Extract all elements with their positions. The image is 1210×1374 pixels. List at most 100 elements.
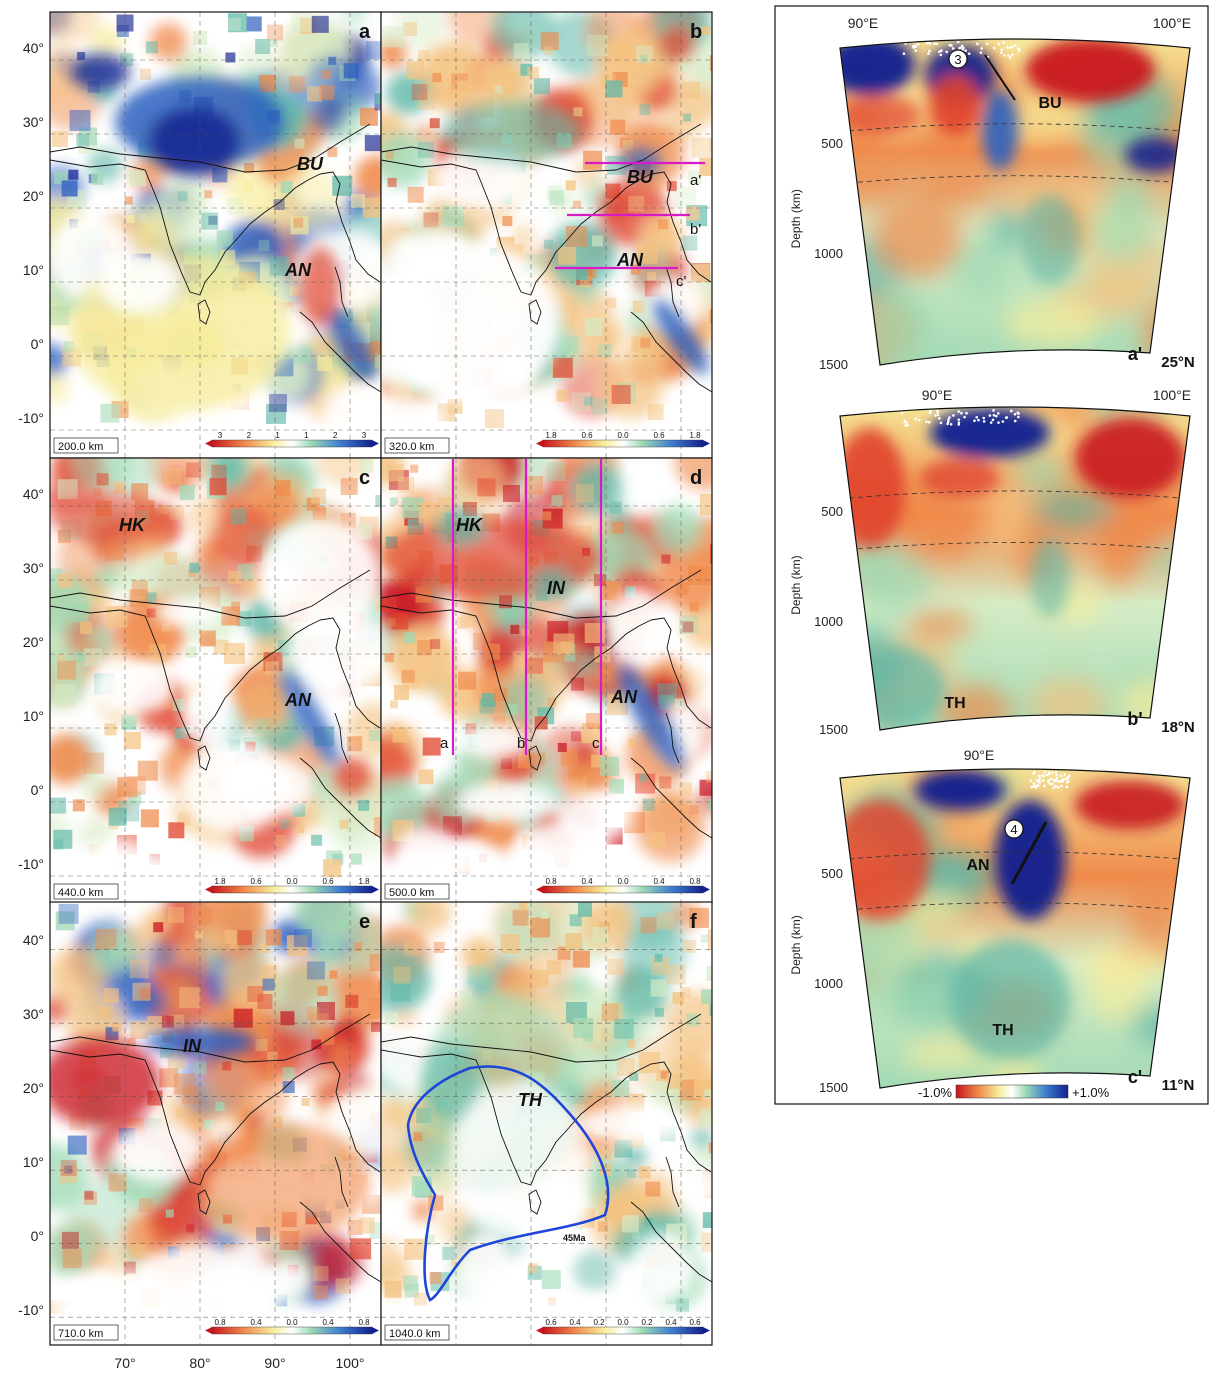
feature-label-in: IN (547, 578, 566, 598)
section-lon-tick: 100°E (1153, 15, 1191, 31)
section-id: c' (1128, 1067, 1142, 1087)
section-lon-tick: 100°E (1153, 387, 1191, 403)
plate-outline (406, 1065, 610, 1302)
map-axes: 40°30°20°10°0°-10°40°30°20°10°0°-10°40°3… (18, 40, 364, 1371)
lat-tick-label: 40° (23, 932, 44, 948)
map-panel-c: c 440.0 km 1.8 0.6 0.0 0.6 1.8 (49, 457, 382, 905)
depth-label: 320.0 km (389, 441, 434, 453)
depth-axis-label: Depth (km) (789, 189, 803, 248)
section-line-label: c' (676, 273, 687, 290)
lat-tick-label: 30° (23, 1006, 44, 1022)
depth-tick: 1000 (814, 614, 843, 629)
colorbar-min: -1.0% (918, 1085, 952, 1100)
section-feature-label: TH (992, 1022, 1013, 1039)
colorbar-tick: 0.0 (286, 877, 298, 886)
cross-section-b: 90°E 100°E 500 1000 1500 Depth (km) b' 18°N (789, 387, 1195, 737)
lat-tick-label: 20° (23, 188, 44, 204)
marker-number: 3 (954, 52, 961, 67)
feature-label-hk: HK (119, 515, 147, 535)
depth-tick: 1000 (814, 976, 843, 991)
depth-tick: 500 (821, 866, 843, 881)
coastline (381, 1013, 712, 1283)
section-marker (948, 49, 968, 69)
feature-label-hk: HK (456, 515, 484, 535)
feature-label-bu: BU (297, 154, 324, 174)
colorbar-tick: 0.4 (581, 877, 593, 886)
section-line-label: b' (690, 221, 701, 238)
colorbar-tick: 1.8 (545, 431, 557, 440)
section-marker (1004, 819, 1024, 839)
section-feature-label: TH (944, 695, 965, 712)
depth-tick: 1000 (814, 246, 843, 261)
panel-letter: f (690, 911, 697, 933)
colorbar-tick: 0.0 (617, 431, 629, 440)
depth-axis-label: Depth (km) (789, 555, 803, 614)
colorbar-max: +1.0% (1072, 1085, 1110, 1100)
depth-label: 1040.0 km (389, 1328, 440, 1340)
lat-tick-label: 0° (31, 782, 44, 798)
colorbar-tick: 2 (333, 431, 338, 440)
section-feature-label: BU (1038, 95, 1061, 112)
colorbar-tick: 0.8 (358, 1318, 370, 1327)
lat-tick-label: 10° (23, 1154, 44, 1170)
lat-tick-label: -10° (18, 856, 44, 872)
section-line-label: c (592, 735, 600, 752)
lat-tick-label: 20° (23, 634, 44, 650)
coastline (381, 569, 712, 839)
map-panel-a: a 200.0 km 3 2 1 1 2 3 (49, 11, 382, 459)
lat-tick-label: -10° (18, 410, 44, 426)
section-line-label: a (440, 735, 449, 752)
colorbar-tick: 0.6 (689, 1318, 701, 1327)
section-lon-tick: 90°E (964, 747, 995, 763)
depth-label: 200.0 km (58, 441, 103, 453)
colorbar-tick: 0.4 (653, 877, 665, 886)
section-latitude: 11°N (1162, 1077, 1195, 1094)
colorbar-tick: 0.8 (545, 877, 557, 886)
lat-tick-label: 20° (23, 1080, 44, 1096)
map-panel-f: f 1040.0 km 0.6 0.4 0.2 0.0 0.2 0.4 0.6 (380, 901, 713, 1346)
section-line-label: a' (690, 172, 701, 189)
lat-tick-label: 30° (23, 114, 44, 130)
colorbar-tick: 0.8 (214, 1318, 226, 1327)
colorbar-tick: 0.6 (545, 1318, 557, 1327)
lat-tick-label: -10° (18, 1302, 44, 1318)
depth-tick: 1500 (819, 722, 848, 737)
lon-tick-label: 90° (264, 1355, 285, 1371)
lat-tick-label: 40° (23, 486, 44, 502)
panel-letter: c (359, 467, 370, 489)
colorbar-tick: 0.6 (581, 431, 593, 440)
feature-label-bu: BU (627, 167, 654, 187)
lon-tick-label: 80° (189, 1355, 210, 1371)
panel-letter: b (690, 21, 702, 43)
colorbar-tick: 0.6 (322, 877, 334, 886)
section-lon-tick: 90°E (922, 387, 953, 403)
colorbar-tick: 1 (304, 431, 309, 440)
feature-label-an: AN (616, 250, 644, 270)
map-panel-e: e 710.0 km 0.8 0.4 0.0 0.4 0.8 (49, 901, 382, 1346)
colorbar-tick: 1.8 (358, 877, 370, 886)
colorbar-tick: 1.8 (214, 877, 226, 886)
colorbar-tick: 0.4 (569, 1318, 581, 1327)
cross-section-a: 90°E 100°E 500 1000 1500 Depth (km) a' 25°N (789, 15, 1195, 372)
coastline (50, 569, 381, 839)
depth-label: 440.0 km (58, 887, 103, 899)
lat-tick-label: 10° (23, 262, 44, 278)
section-line-label: b (517, 735, 525, 752)
section-latitude: 18°N (1161, 719, 1195, 736)
slab-trace (1010, 821, 1048, 885)
colorbar-tick: 1 (275, 431, 280, 440)
panel-letter: a (359, 21, 371, 43)
map-panel-b: b 320.0 km 1.8 0.6 0.0 0.6 1.8 (380, 11, 713, 459)
colorbar-tick: 3 (362, 431, 367, 440)
feature-label-an: AN (284, 690, 312, 710)
lat-tick-label: 40° (23, 40, 44, 56)
slab-trace (984, 54, 1016, 101)
colorbar-tick: 0.4 (250, 1318, 262, 1327)
section-feature-label: AN (966, 857, 989, 874)
lat-tick-label: 10° (23, 708, 44, 724)
section-id: b' (1127, 709, 1142, 729)
map-panel-d: d 500.0 km 0.8 0.4 0.0 0.4 0.8 (380, 457, 713, 905)
depth-axis-label: Depth (km) (789, 915, 803, 974)
colorbar-tick: 0.2 (641, 1318, 653, 1327)
